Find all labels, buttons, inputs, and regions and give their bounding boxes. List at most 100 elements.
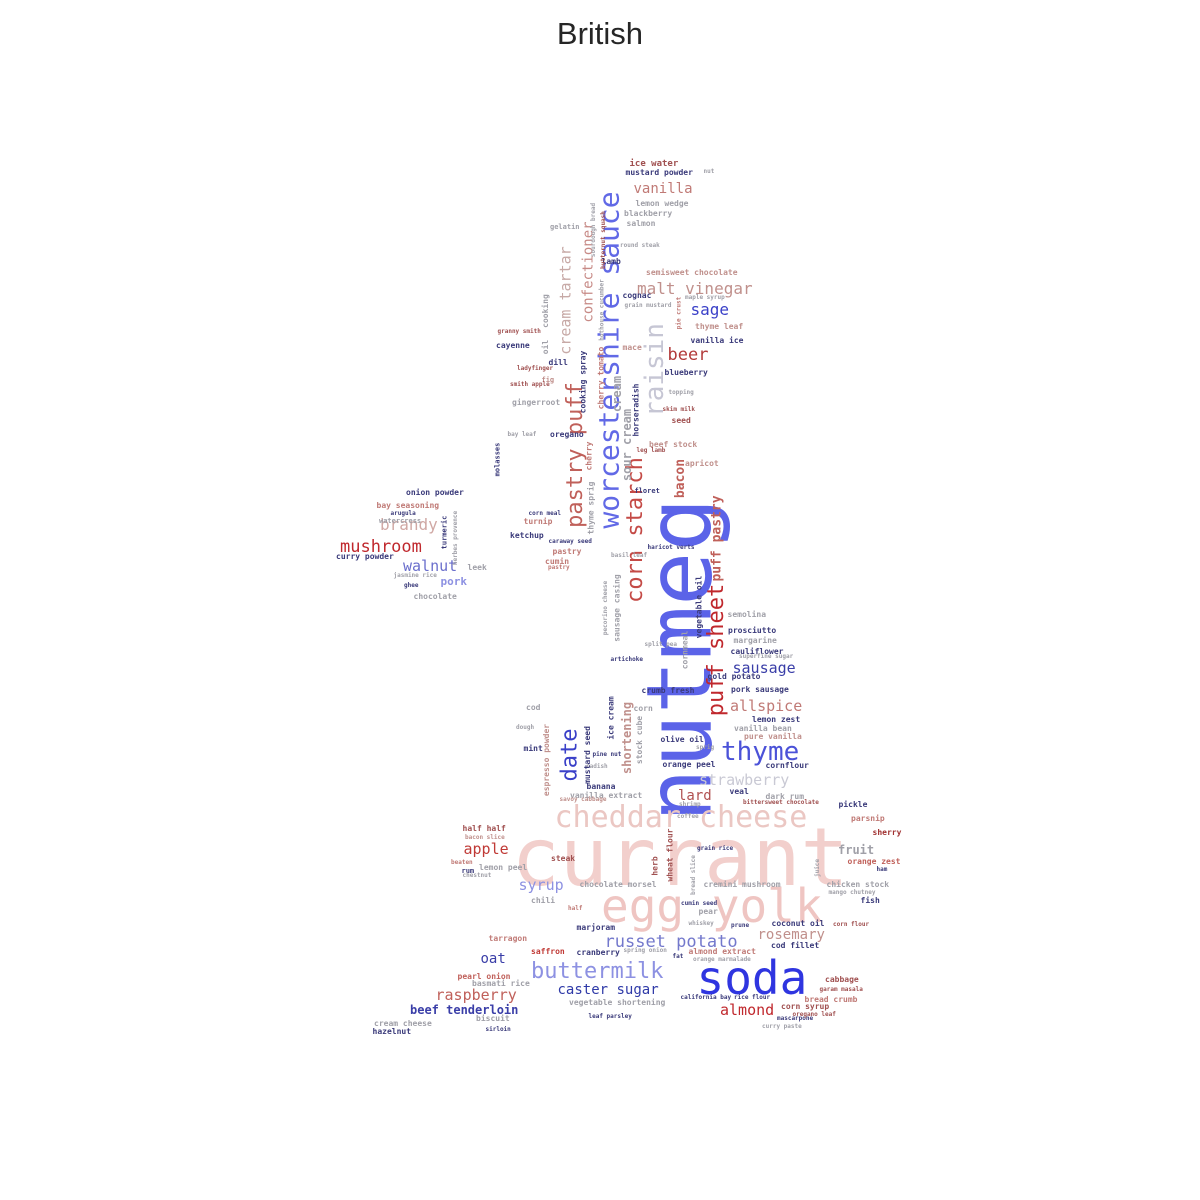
word-lard: lard <box>678 788 712 804</box>
word-basmati-rice: basmati rice <box>472 979 530 988</box>
word-pecorino-cheese: pecorino cheese <box>602 580 610 636</box>
word-cognac: cognac <box>622 291 652 300</box>
word-ketchup: ketchup <box>510 531 544 540</box>
word-split-pea: split pea <box>644 641 678 648</box>
word-vanilla-extract: vanilla extract <box>570 791 643 800</box>
word-vanilla-bean: vanilla bean <box>734 724 792 733</box>
word-fish: fish <box>860 896 880 905</box>
word-cream: cream <box>610 375 625 413</box>
word-oil: oil <box>541 339 551 355</box>
word-gold-potato: gold potato <box>707 672 761 681</box>
word-sherry: sherry <box>872 828 902 837</box>
word-sausage: sausage <box>732 658 796 677</box>
word-raspberry: raspberry <box>435 985 517 1004</box>
word-nut: nut <box>703 168 715 175</box>
word-molasses: molasses <box>493 442 502 476</box>
word-prosciutto: prosciutto <box>728 626 777 635</box>
word-cooking-spray: cooking spray <box>577 350 587 414</box>
word-lemon-zest: lemon zest <box>752 715 801 724</box>
word-mascarpone: mascarpone <box>777 1015 814 1022</box>
word-prune: prune <box>731 922 750 929</box>
word-horseradish: horseradish <box>630 383 640 437</box>
word-skim-milk: skim milk <box>662 406 696 413</box>
word-sausage-casing: sausage casing <box>612 574 622 642</box>
word-sprig: sprig <box>696 744 715 751</box>
word-topping: topping <box>668 389 694 396</box>
word-pine-nut: pine nut <box>592 751 622 758</box>
word-juice: juice <box>814 858 822 878</box>
word-blackberry: blackberry <box>624 209 673 218</box>
word-crumb-fresh: crumb fresh <box>641 686 695 695</box>
word-pastry: pastry <box>548 564 570 571</box>
word-blueberry: blueberry <box>664 368 708 377</box>
word-tarragon: tarragon <box>488 934 528 943</box>
word-chocolate: chocolate <box>413 592 457 601</box>
word-curry-paste: curry paste <box>762 1023 802 1030</box>
word-watercress: watercress <box>379 516 422 525</box>
word-mace: mace <box>622 343 642 352</box>
figure-title: British <box>556 16 644 51</box>
word-leg-lamb: leg lamb <box>636 447 666 454</box>
word-butternut-squash: butternut squash <box>599 211 607 269</box>
word-coconut-oil: coconut oil <box>771 919 825 928</box>
word-cherry: cherry <box>583 441 593 471</box>
word-cherry-tomato: cherry tomato <box>595 346 605 410</box>
word-espresso-powder: espresso powder <box>542 723 552 797</box>
word-malt-vinegar: malt vinegar <box>637 279 753 298</box>
word-bread-slice: bread slice <box>689 855 697 895</box>
word-smith-apple: smith apple <box>510 381 550 388</box>
word-veal: veal <box>729 787 749 796</box>
word-sourdough-bread: sourdough bread <box>590 202 598 258</box>
word-date: date <box>556 728 582 782</box>
word-coffee: coffee <box>677 813 699 820</box>
word-thyme-sprig: thyme sprig <box>585 481 595 535</box>
word-corn-syrup: corn syrup <box>781 1002 830 1011</box>
word-puff-pastry: puff pastry <box>709 494 725 582</box>
word-biscuit: biscuit <box>476 1014 510 1023</box>
word-cooking: cooking <box>540 294 550 328</box>
word-turnip: turnip <box>523 517 553 526</box>
word-pearl-onion: pearl onion <box>457 972 511 981</box>
word-soda: soda <box>696 951 808 1005</box>
word-vegetable-shortening: vegetable shortening <box>569 998 666 1007</box>
word-chestnut: chestnut <box>462 872 492 879</box>
word-corn: corn <box>633 704 653 713</box>
word-grain-rice: grain rice <box>697 845 734 852</box>
word-bay-seasoning: bay seasoning <box>376 501 440 510</box>
word-caster-sugar: caster sugar <box>557 982 659 998</box>
word-bacon-slice: bacon slice <box>465 834 505 841</box>
word-ham: ham <box>876 866 888 873</box>
word-semolina: semolina <box>727 610 767 619</box>
word-leaf-parsley: leaf parsley <box>588 1013 632 1020</box>
word-margarine: margarine <box>733 636 777 645</box>
word-half: half <box>568 905 583 912</box>
word-sirloin: sirloin <box>485 1026 511 1033</box>
word-pure-vanilla: pure vanilla <box>744 732 802 741</box>
word-chicken-stock: chicken stock <box>826 880 890 889</box>
word-pastry: pastry <box>552 547 582 556</box>
word-cornflour: cornflour <box>765 761 809 770</box>
word-marjoram: marjoram <box>576 923 616 932</box>
word-orange-marmalade: orange marmalade <box>693 956 751 963</box>
word-saffron: saffron <box>531 947 565 956</box>
word-cayenne: cayenne <box>496 341 530 350</box>
word-savoy-cabbage: savoy cabbage <box>559 796 607 803</box>
word-leek: leek <box>467 563 487 572</box>
word-syrup: syrup <box>518 875 564 894</box>
word-mustard-seed: mustard seed <box>582 726 592 784</box>
word-artichoke: artichoke <box>610 656 644 663</box>
word-lemon-wedge: lemon wedge <box>635 199 689 208</box>
word-beef-stock: beef stock <box>649 440 698 449</box>
word-half-half: half half <box>462 824 506 833</box>
word-hothouse-cucumber: hothouse cucumber <box>598 279 606 341</box>
word-superfine-sugar: superfine sugar <box>739 653 794 660</box>
word-oregano: oregano <box>550 430 584 439</box>
word-basil-leaf: basil leaf <box>611 552 648 559</box>
word-apple: apple <box>463 839 509 858</box>
word-whiskey: whiskey <box>688 920 714 927</box>
word-seed: seed <box>671 416 691 425</box>
word-dough: dough <box>516 724 535 731</box>
word-parsnip: parsnip <box>851 814 885 823</box>
word-cornmeal: cornmeal <box>679 630 689 670</box>
